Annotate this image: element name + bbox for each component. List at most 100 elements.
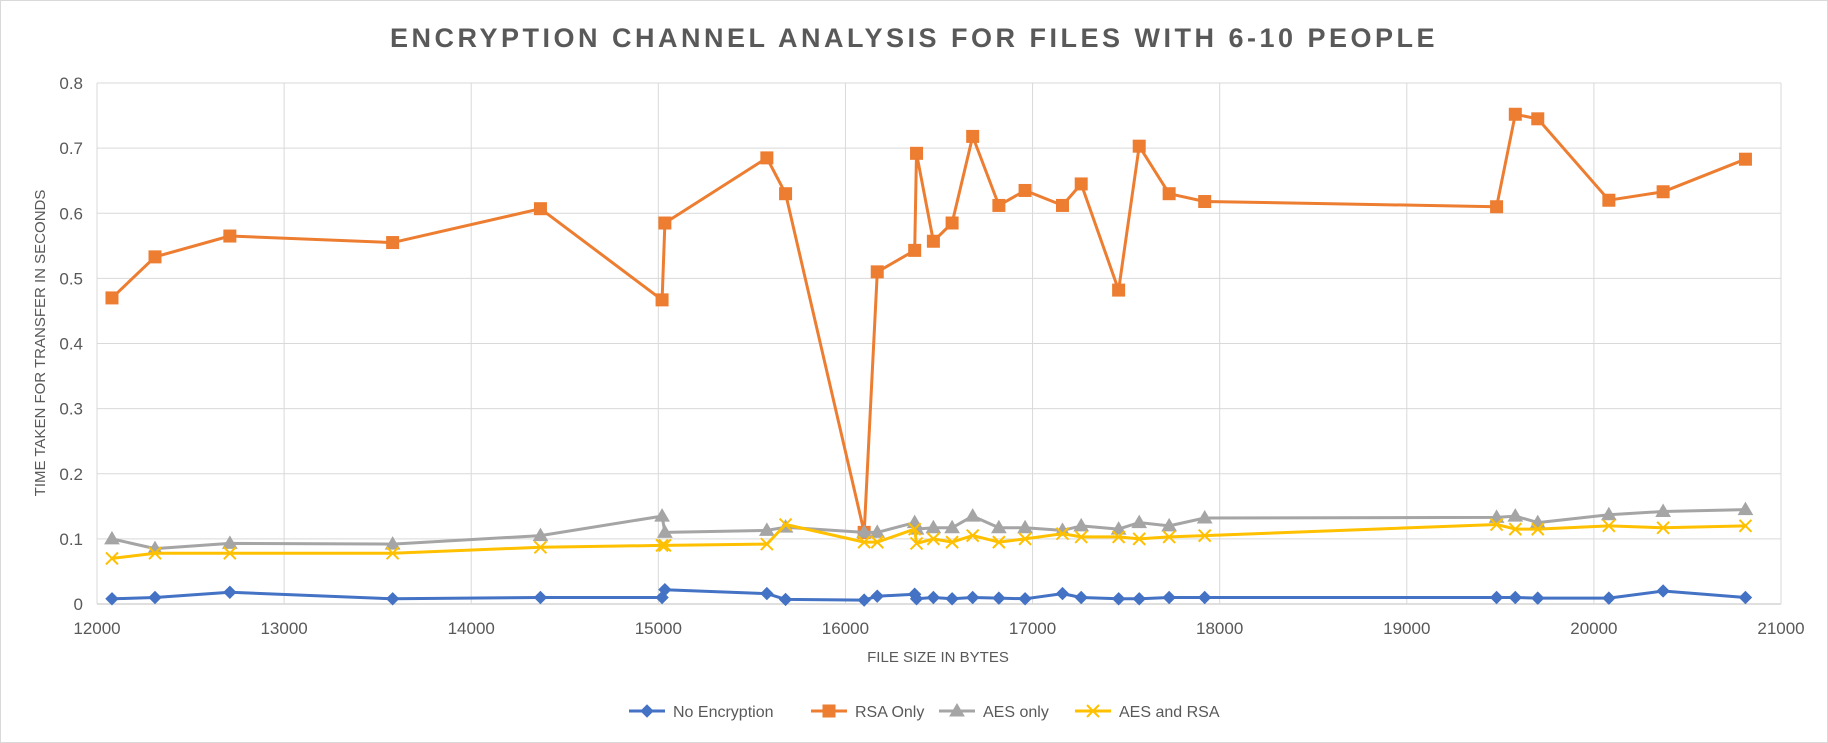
- data-point-no-encryption: [533, 590, 548, 605]
- data-point-aes-and-rsa: [1738, 519, 1753, 533]
- data-point-aes-and-rsa: [857, 535, 871, 549]
- data-point-aes-and-rsa: [148, 546, 162, 560]
- data-point-rsa-only: [992, 198, 1006, 212]
- data-point-rsa-only: [945, 216, 959, 230]
- data-point-aes-and-rsa: [1531, 522, 1545, 536]
- data-point-aes-only: [221, 535, 238, 549]
- data-point-aes-only: [532, 527, 549, 542]
- data-point-no-encryption: [1197, 590, 1212, 605]
- data-point-rsa-only: [1198, 195, 1212, 209]
- data-point-rsa-only: [760, 151, 774, 165]
- data-point-rsa-only: [655, 293, 669, 307]
- data-point-aes-and-rsa: [870, 535, 884, 549]
- x-tick-label: 15000: [635, 619, 682, 638]
- data-point-no-encryption: [778, 592, 793, 607]
- legend-label: No Encryption: [673, 704, 774, 721]
- data-point-rsa-only: [1162, 187, 1176, 201]
- data-point-aes-and-rsa: [1074, 530, 1088, 544]
- data-point-no-encryption: [857, 593, 871, 607]
- data-point-rsa-only: [1018, 183, 1032, 197]
- data-point-aes-only: [1131, 514, 1148, 529]
- data-point-aes-and-rsa: [909, 536, 924, 551]
- x-axis-label: FILE SIZE IN BYTES: [867, 649, 1009, 666]
- data-point-aes-only: [104, 530, 120, 545]
- data-point-aes-only: [856, 524, 873, 538]
- data-point-aes-only: [1737, 501, 1754, 516]
- data-point-rsa-only: [533, 202, 547, 216]
- series-no-encryption: [105, 582, 1753, 607]
- data-point-no-encryption: [1602, 591, 1616, 605]
- chart-title: ENCRYPTION CHANNEL ANALYSIS FOR FILES WI…: [390, 23, 1438, 53]
- y-tick-label: 0.7: [59, 139, 83, 158]
- data-point-aes-and-rsa: [760, 537, 774, 551]
- data-point-aes-and-rsa: [926, 532, 941, 546]
- data-point-aes-and-rsa: [385, 546, 400, 560]
- series-aes-and-rsa: [105, 517, 1753, 566]
- data-point-no-encryption: [1531, 591, 1545, 605]
- data-point-aes-and-rsa: [1489, 517, 1504, 532]
- series-rsa-only: [105, 107, 1752, 539]
- data-point-aes-only: [1110, 521, 1127, 535]
- data-point-aes-and-rsa: [658, 538, 672, 553]
- data-point-aes-only: [1600, 506, 1617, 521]
- y-tick-label: 0.8: [59, 74, 83, 93]
- data-point-aes-and-rsa: [1018, 532, 1032, 546]
- data-point-rsa-only: [1112, 283, 1126, 297]
- legend-item-aes-and-rsa: AES and RSA: [1075, 704, 1220, 721]
- data-point-no-encryption: [1738, 590, 1753, 605]
- data-point-aes-only: [384, 536, 401, 550]
- y-tick-label: 0.5: [59, 269, 83, 288]
- data-point-rsa-only: [1531, 112, 1545, 126]
- data-point-no-encryption: [1074, 590, 1088, 605]
- y-tick-label: 0.6: [59, 204, 83, 223]
- data-point-no-encryption: [992, 591, 1006, 605]
- data-point-no-encryption: [1111, 592, 1126, 606]
- data-point-aes-and-rsa: [1055, 526, 1070, 541]
- data-point-rsa-only: [910, 146, 924, 160]
- x-tick-label: 18000: [1196, 619, 1243, 638]
- data-point-no-encryption: [965, 590, 980, 605]
- data-point-aes-only: [1196, 510, 1213, 524]
- series-aes-only: [104, 501, 1754, 555]
- data-point-no-encryption: [945, 592, 959, 606]
- data-point-rsa-only: [105, 291, 119, 305]
- y-tick-label: 0.2: [59, 465, 83, 484]
- legend-label: RSA Only: [855, 704, 924, 721]
- y-tick-label: 0: [74, 595, 83, 614]
- legend: No Encryption RSA Only AES only AES and RSA: [629, 703, 1220, 721]
- data-point-rsa-only: [1508, 107, 1522, 121]
- gridlines: [96, 82, 1782, 605]
- y-tick-label: 0.3: [59, 400, 83, 419]
- data-point-aes-only: [1017, 519, 1033, 534]
- series-lines: [104, 107, 1754, 607]
- data-point-no-encryption: [658, 582, 672, 597]
- data-point-no-encryption: [1055, 586, 1070, 601]
- y-tick-label: 0.4: [59, 335, 83, 354]
- x-tick-label: 20000: [1570, 619, 1617, 638]
- legend-item-no-encryption: No Encryption: [629, 704, 774, 721]
- data-point-aes-and-rsa: [1162, 530, 1176, 544]
- legend-item-rsa-only: RSA Only: [811, 704, 924, 721]
- x-tick-label: 12000: [73, 619, 120, 638]
- data-point-aes-and-rsa: [1602, 519, 1616, 533]
- data-point-aes-and-rsa: [907, 522, 922, 536]
- data-point-no-encryption: [1489, 590, 1504, 605]
- data-point-rsa-only: [386, 236, 400, 250]
- x-tick-label: 13000: [260, 619, 307, 638]
- data-point-rsa-only: [779, 187, 793, 201]
- data-point-aes-and-rsa: [1508, 522, 1523, 536]
- x-tick-label: 19000: [1383, 619, 1430, 638]
- data-point-aes-and-rsa: [992, 535, 1006, 549]
- axes: 0 0.1 0.2 0.3 0.4 0.5 0.6 0.7 0.8 12000 13000 14000…: [59, 74, 1804, 638]
- data-point-rsa-only: [148, 250, 162, 264]
- series-line-rsa-only: [110, 112, 1746, 534]
- data-point-aes-and-rsa: [533, 540, 548, 555]
- data-point-aes-only: [964, 508, 981, 522]
- data-point-no-encryption: [1018, 592, 1032, 606]
- data-point-no-encryption: [909, 592, 924, 606]
- x-tick-label: 21000: [1757, 619, 1804, 638]
- data-point-aes-and-rsa: [945, 535, 959, 549]
- data-point-aes-and-rsa: [1656, 521, 1670, 535]
- data-point-no-encryption: [148, 590, 162, 605]
